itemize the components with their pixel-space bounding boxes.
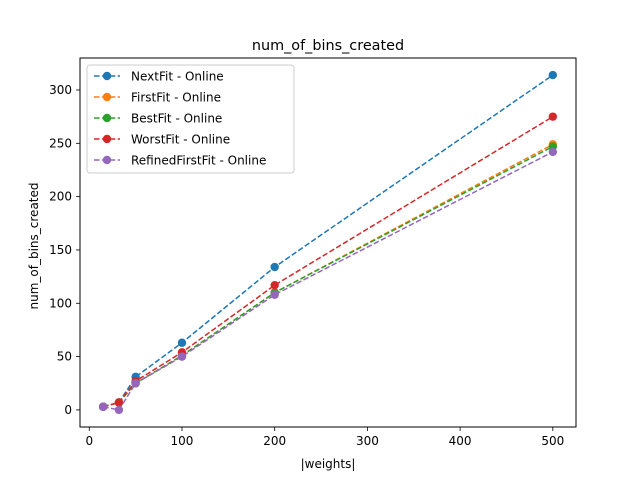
chart-title: num_of_bins_created: [252, 38, 404, 54]
legend-marker-2: [102, 92, 112, 102]
legend-label-5: RefinedFirstFit - Online: [131, 154, 266, 168]
x-axis-label: |weights|: [301, 457, 356, 471]
data-point: [114, 398, 124, 407]
y-axis-label: num_of_bins_created: [27, 183, 41, 310]
axes-frame: [79, 57, 577, 428]
series-line-1: [102, 74, 554, 408]
legend-label-4: WorstFit - Online: [131, 133, 230, 147]
y-tick-label: 200: [49, 190, 72, 204]
y-tick-label: 100: [49, 296, 72, 310]
x-tick-label: 0: [85, 434, 93, 448]
data-point: [177, 352, 187, 361]
x-tick-label: 200: [263, 434, 286, 448]
y-tick-label: 250: [49, 136, 72, 150]
data-point: [270, 262, 279, 272]
x-tick-label: 400: [449, 434, 472, 448]
y-tick-label: 50: [57, 350, 72, 364]
legend-label-1: NextFit - Online: [131, 70, 224, 84]
data-point: [270, 280, 279, 290]
x-tick-label: 300: [356, 434, 379, 448]
data-point: [548, 147, 558, 157]
legend-marker-4: [102, 134, 112, 144]
data-point: [548, 70, 558, 80]
data-point: [131, 379, 140, 388]
data-point: [270, 290, 279, 299]
x-tick-label: 100: [171, 434, 194, 448]
legend-box: [86, 64, 295, 174]
plot-area: 0 100 200 300 400 500 0 50 100 150 200 250 300: [49, 70, 564, 448]
legend: NextFit - Online FirstFit - Online BestFit…: [86, 64, 295, 174]
y-tick-label: 0: [64, 403, 72, 417]
legend-label-2: FirstFit - Online: [131, 91, 221, 105]
y-tick-label: 150: [49, 243, 72, 257]
data-point: [114, 405, 124, 415]
x-tick-label: 500: [541, 434, 564, 448]
data-point: [548, 112, 558, 121]
legend-label-3: BestFit - Online: [131, 112, 222, 126]
data-point: [177, 338, 187, 347]
legend-marker-1: [102, 71, 112, 81]
legend-marker-3: [102, 113, 112, 123]
series-line-5: [103, 151, 554, 411]
y-tick-label: 300: [49, 83, 72, 97]
data-point: [98, 402, 108, 411]
legend-marker-5: [102, 155, 112, 165]
